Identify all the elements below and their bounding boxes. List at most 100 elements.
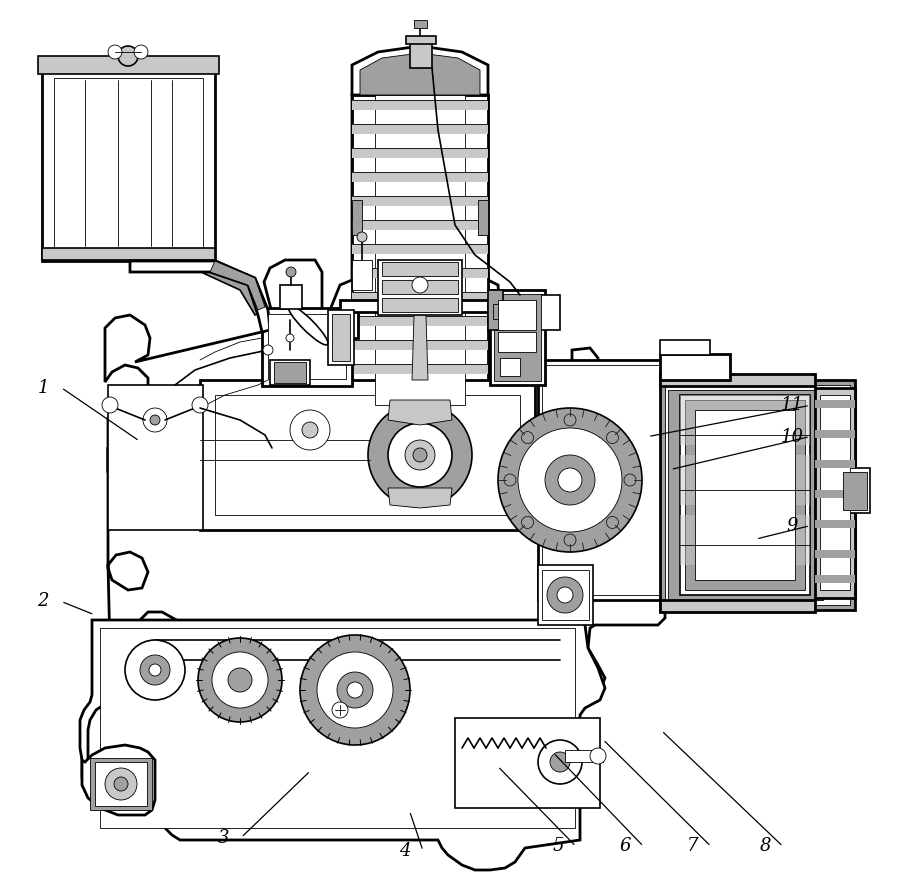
Bar: [352, 268, 488, 278]
Polygon shape: [352, 46, 488, 95]
Polygon shape: [80, 620, 605, 870]
Bar: [542, 570, 589, 620]
Circle shape: [212, 652, 268, 708]
Ellipse shape: [288, 305, 328, 345]
Circle shape: [108, 45, 122, 59]
Bar: [542, 365, 664, 595]
Text: 1: 1: [38, 379, 49, 396]
Circle shape: [114, 777, 128, 791]
Bar: [840, 468, 870, 513]
Bar: [274, 362, 306, 383]
Circle shape: [564, 414, 576, 426]
Circle shape: [564, 534, 576, 546]
Circle shape: [368, 403, 472, 507]
Bar: [680, 395, 810, 595]
Circle shape: [558, 468, 582, 492]
Bar: [685, 400, 805, 590]
Bar: [680, 395, 810, 445]
Bar: [42, 248, 215, 260]
Bar: [38, 56, 219, 74]
Bar: [90, 758, 152, 810]
Bar: [332, 314, 350, 361]
Bar: [54, 78, 203, 248]
Bar: [352, 100, 488, 110]
Circle shape: [357, 232, 367, 242]
Circle shape: [498, 408, 642, 552]
Bar: [382, 298, 458, 312]
Bar: [815, 388, 855, 598]
Circle shape: [412, 277, 428, 293]
Polygon shape: [82, 745, 155, 815]
Circle shape: [518, 428, 622, 532]
Bar: [660, 374, 815, 386]
Circle shape: [149, 664, 161, 676]
Circle shape: [192, 397, 208, 413]
Text: 3: 3: [218, 829, 229, 846]
Bar: [410, 40, 432, 68]
Circle shape: [317, 652, 393, 728]
Bar: [498, 332, 536, 352]
Polygon shape: [210, 261, 265, 310]
Bar: [815, 460, 855, 468]
Circle shape: [550, 752, 570, 772]
Bar: [378, 260, 462, 315]
Circle shape: [545, 455, 595, 505]
Circle shape: [522, 431, 534, 444]
Bar: [538, 295, 560, 330]
Bar: [352, 292, 488, 302]
Circle shape: [228, 668, 252, 692]
Bar: [815, 575, 855, 583]
Text: 8: 8: [760, 838, 770, 855]
Bar: [406, 36, 436, 44]
Circle shape: [388, 423, 452, 487]
Bar: [382, 262, 458, 276]
Bar: [100, 628, 575, 828]
Polygon shape: [130, 261, 270, 332]
Bar: [352, 364, 488, 374]
Bar: [660, 380, 855, 610]
Bar: [215, 395, 520, 515]
Bar: [270, 360, 310, 385]
Bar: [42, 68, 215, 261]
Bar: [95, 762, 147, 806]
Bar: [660, 600, 815, 612]
Bar: [328, 310, 354, 365]
Bar: [660, 354, 730, 380]
Bar: [352, 172, 488, 182]
Circle shape: [413, 448, 427, 462]
Circle shape: [504, 474, 516, 486]
Circle shape: [557, 587, 573, 603]
Bar: [498, 300, 536, 330]
Bar: [490, 290, 545, 385]
Bar: [352, 200, 362, 235]
Circle shape: [590, 748, 606, 764]
Text: 6: 6: [620, 838, 631, 855]
Circle shape: [624, 474, 636, 486]
Text: 5: 5: [553, 838, 563, 855]
Circle shape: [347, 682, 363, 698]
Text: 4: 4: [400, 842, 410, 860]
Circle shape: [405, 440, 435, 470]
Bar: [493, 304, 533, 319]
Bar: [478, 200, 488, 235]
Bar: [280, 285, 302, 309]
Circle shape: [263, 345, 273, 355]
Bar: [352, 244, 488, 254]
Circle shape: [607, 431, 618, 444]
Bar: [680, 455, 810, 505]
Bar: [108, 385, 203, 530]
Text: 9: 9: [787, 517, 797, 535]
Bar: [815, 400, 855, 408]
Circle shape: [134, 45, 148, 59]
Bar: [815, 520, 855, 528]
Bar: [352, 316, 488, 326]
Circle shape: [102, 397, 118, 413]
Bar: [494, 294, 541, 381]
Polygon shape: [388, 400, 452, 425]
Circle shape: [547, 577, 583, 613]
Bar: [352, 260, 372, 290]
Bar: [262, 308, 352, 386]
Circle shape: [143, 408, 167, 432]
Bar: [382, 280, 458, 294]
Polygon shape: [360, 53, 480, 95]
